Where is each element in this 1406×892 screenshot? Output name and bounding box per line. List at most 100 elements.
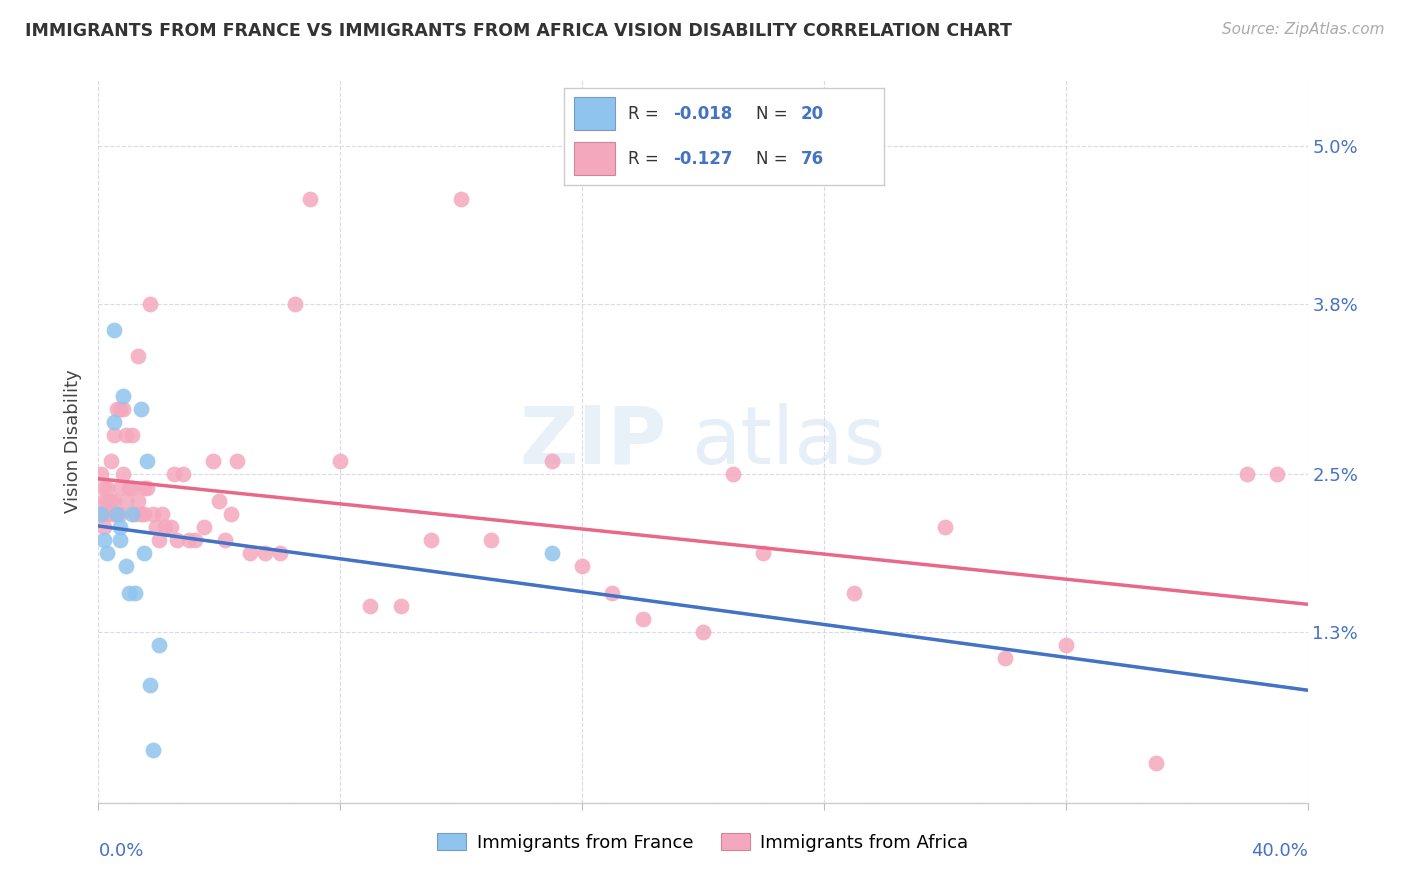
Point [90,467,112,482]
Point [103,493,125,508]
Point [108,533,131,547]
Point [1236,467,1258,482]
Point [114,428,136,442]
Point [172,467,194,482]
Point [844,585,866,599]
Point [132,481,155,495]
Point [692,625,714,640]
Point [1054,638,1077,652]
Point [193,520,215,534]
Point [118,585,141,599]
Point [179,533,201,547]
Text: IMMIGRANTS FROM FRANCE VS IMMIGRANTS FROM AFRICA VISION DISABILITY CORRELATION C: IMMIGRANTS FROM FRANCE VS IMMIGRANTS FRO… [25,22,1012,40]
Point [90,507,112,521]
Point [752,546,775,560]
Point [202,454,225,468]
Point [420,533,443,547]
Point [105,507,128,521]
Point [105,507,128,521]
Point [103,323,125,337]
Point [602,585,624,599]
Point [481,533,503,547]
Point [121,428,143,442]
Point [108,507,131,521]
Point [100,493,122,508]
Point [571,559,593,574]
Point [103,507,125,521]
Point [114,559,136,574]
Point [148,533,170,547]
Point [129,507,152,521]
Point [360,599,382,613]
Point [100,507,122,521]
Point [540,546,562,560]
Point [450,192,472,206]
Point [284,296,307,310]
Point [118,481,141,495]
Point [93,481,115,495]
Point [108,520,131,534]
Point [103,415,125,429]
Point [226,454,249,468]
Point [163,467,186,482]
Point [160,520,183,534]
Point [127,349,149,363]
Point [135,481,157,495]
Point [111,388,134,402]
Point [208,493,231,508]
Point [148,638,170,652]
Point [96,481,118,495]
Point [166,533,188,547]
Point [145,520,167,534]
Point [132,507,155,521]
Point [96,507,118,521]
Point [129,401,152,416]
Point [1267,467,1289,482]
Point [111,401,134,416]
Text: atlas: atlas [690,402,886,481]
Point [121,481,143,495]
Point [121,507,143,521]
Point [114,493,136,508]
Text: 0.0%: 0.0% [98,842,143,860]
Point [329,454,352,468]
Point [124,507,146,521]
Point [142,507,165,521]
Text: Source: ZipAtlas.com: Source: ZipAtlas.com [1222,22,1385,37]
Point [96,493,118,508]
Point [389,599,412,613]
Point [100,454,122,468]
Point [96,546,118,560]
Point [105,401,128,416]
Point [184,533,207,547]
Point [153,520,176,534]
Point [253,546,276,560]
Point [142,743,165,757]
Point [139,677,162,691]
Point [108,481,131,495]
Legend: Immigrants from France, Immigrants from Africa: Immigrants from France, Immigrants from … [430,826,976,859]
Point [723,467,745,482]
Y-axis label: Vision Disability: Vision Disability [65,369,83,514]
Point [90,507,112,521]
Point [124,585,146,599]
Point [299,192,322,206]
Point [93,520,115,534]
Point [1144,756,1167,771]
Text: ZIP: ZIP [519,402,666,481]
Point [269,546,291,560]
Point [127,493,149,508]
Point [221,507,243,521]
Point [540,454,562,468]
Point [135,454,157,468]
Point [214,533,236,547]
Point [631,612,654,626]
Point [111,467,134,482]
Point [93,493,115,508]
Point [132,546,155,560]
Point [239,546,262,560]
Point [934,520,956,534]
Point [994,651,1017,665]
Point [150,507,173,521]
Point [139,296,162,310]
